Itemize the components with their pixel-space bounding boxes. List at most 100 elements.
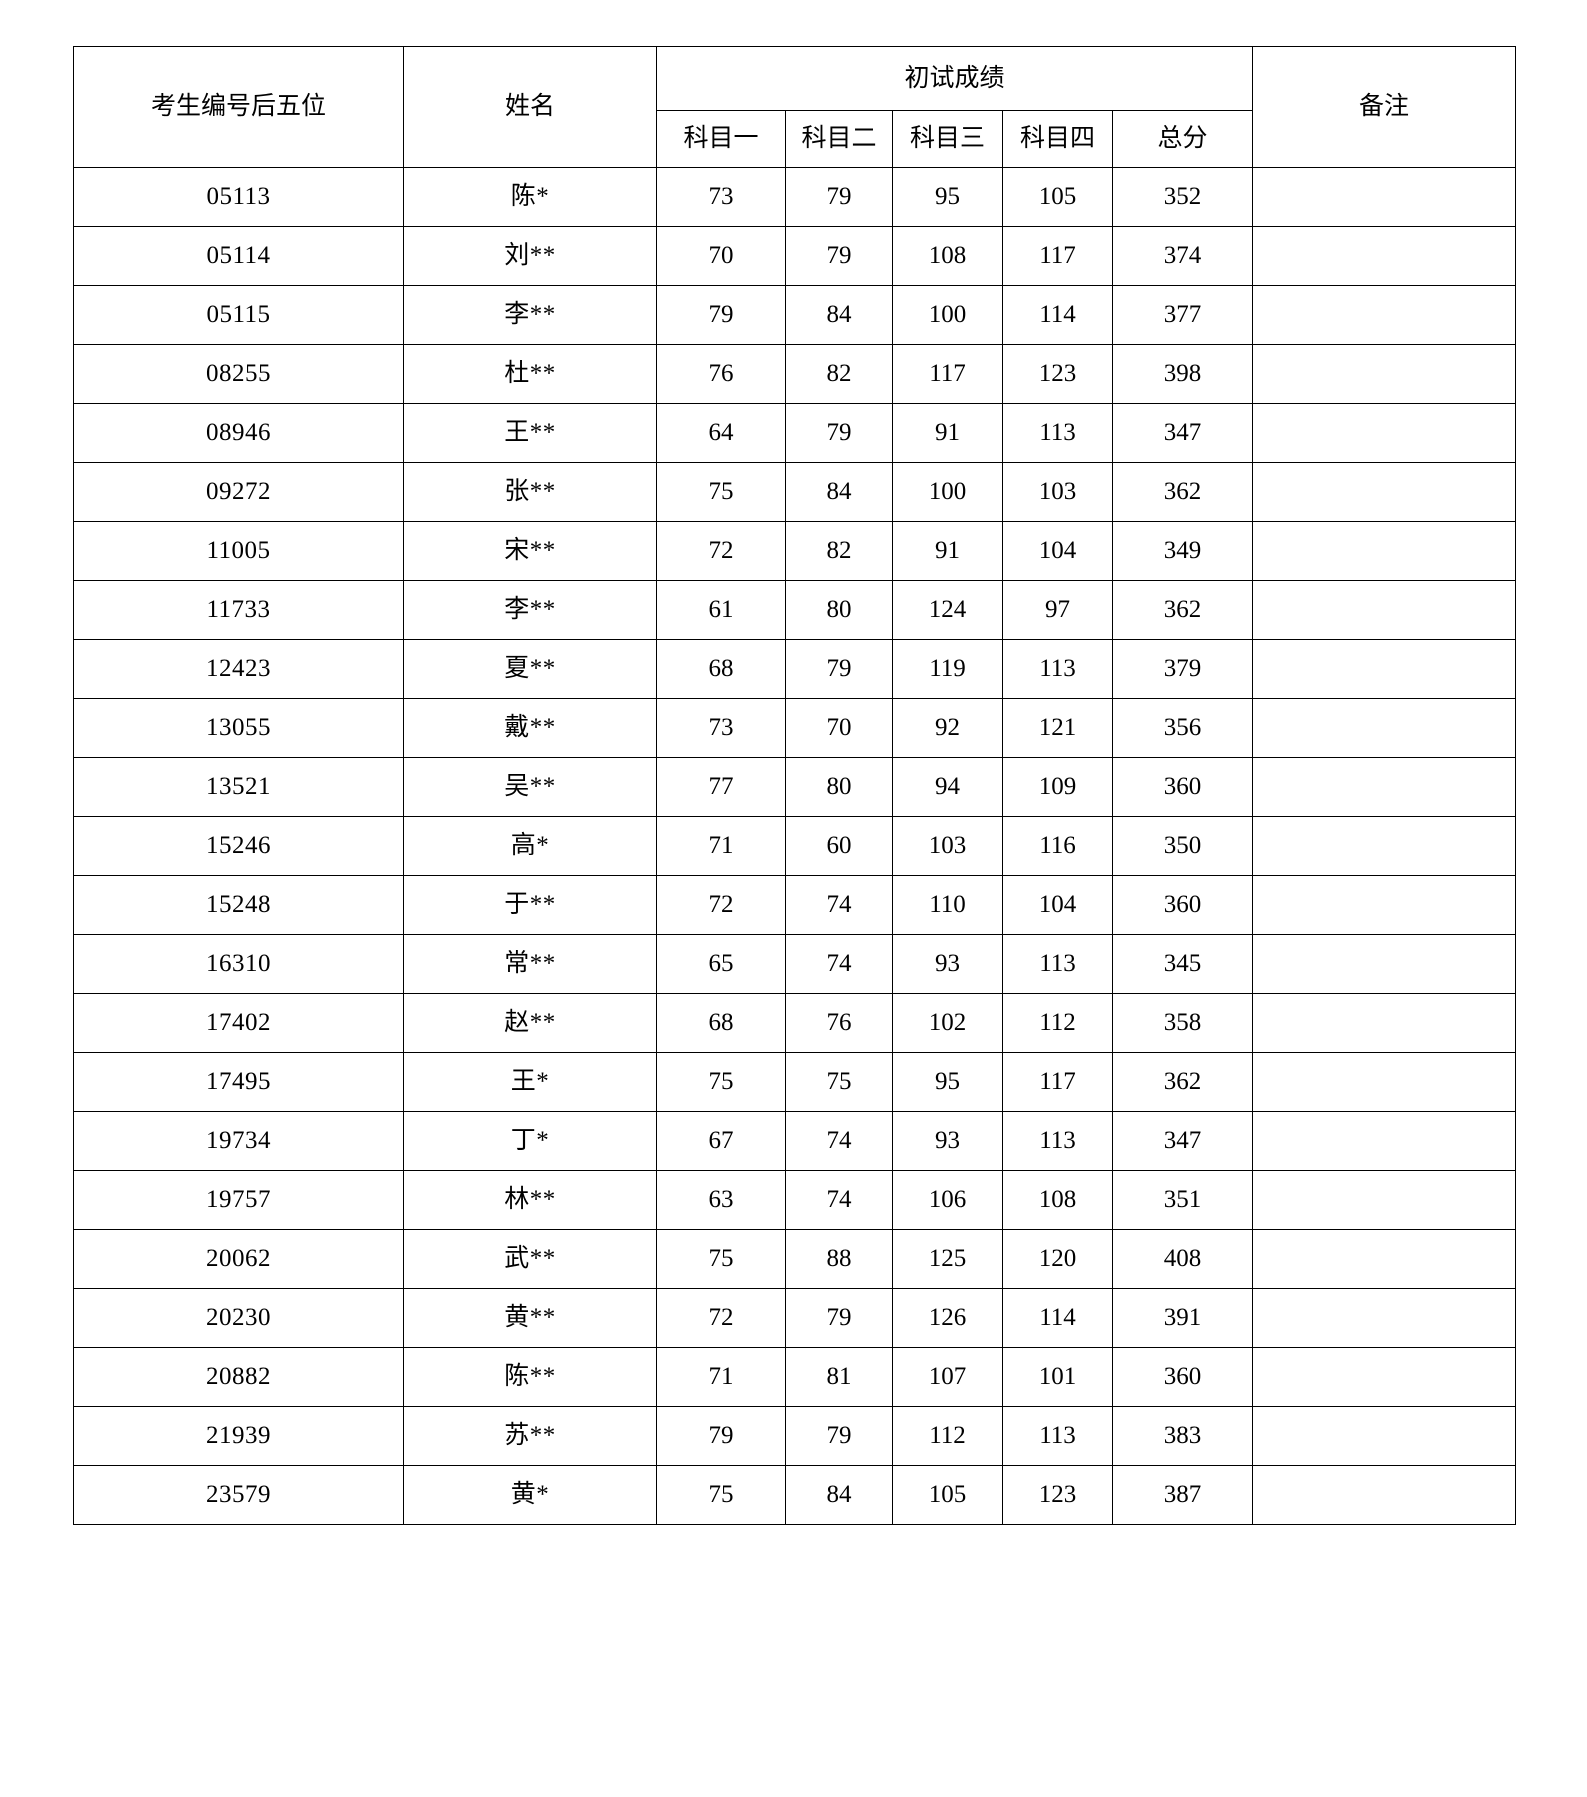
table-row: 19757 林** 63 74 106 108 351 xyxy=(73,1170,1516,1230)
cell-total-score: 347 xyxy=(1112,1111,1253,1171)
cell-subject-3: 100 xyxy=(892,462,1003,522)
cell-subject-1: 72 xyxy=(656,875,786,935)
cell-subject-2: 75 xyxy=(785,1052,893,1112)
header-group-preliminary-score: 初试成绩 xyxy=(656,46,1253,111)
cell-subject-3: 103 xyxy=(892,816,1003,876)
cell-subject-4: 113 xyxy=(1002,1111,1113,1171)
cell-subject-4: 113 xyxy=(1002,1406,1113,1466)
table-row: 13521 吴** 77 80 94 109 360 xyxy=(73,757,1516,817)
cell-subject-4: 109 xyxy=(1002,757,1113,817)
header-subject-1: 科目一 xyxy=(656,110,786,168)
cell-name: 吴** xyxy=(403,757,657,817)
table-row: 08255 杜** 76 82 117 123 398 xyxy=(73,344,1516,404)
cell-candidate-id: 12423 xyxy=(73,639,404,699)
cell-name: 于** xyxy=(403,875,657,935)
cell-candidate-id: 20230 xyxy=(73,1288,404,1348)
table-row: 23579 黄* 75 84 105 123 387 xyxy=(73,1465,1516,1525)
cell-total-score: 362 xyxy=(1112,462,1253,522)
cell-subject-1: 75 xyxy=(656,1052,786,1112)
cell-subject-1: 77 xyxy=(656,757,786,817)
table-row: 21939 苏** 79 79 112 113 383 xyxy=(73,1406,1516,1466)
cell-candidate-id: 16310 xyxy=(73,934,404,994)
cell-subject-4: 117 xyxy=(1002,1052,1113,1112)
cell-subject-4: 113 xyxy=(1002,403,1113,463)
cell-candidate-id: 23579 xyxy=(73,1465,404,1525)
header-subject-2: 科目二 xyxy=(785,110,893,168)
cell-name: 林** xyxy=(403,1170,657,1230)
cell-subject-1: 76 xyxy=(656,344,786,404)
cell-subject-3: 100 xyxy=(892,285,1003,345)
cell-name: 李** xyxy=(403,580,657,640)
cell-subject-1: 61 xyxy=(656,580,786,640)
cell-subject-3: 105 xyxy=(892,1465,1003,1525)
cell-subject-3: 117 xyxy=(892,344,1003,404)
cell-subject-4: 105 xyxy=(1002,167,1113,227)
cell-total-score: 347 xyxy=(1112,403,1253,463)
cell-subject-1: 71 xyxy=(656,1347,786,1407)
table-row: 17402 赵** 68 76 102 112 358 xyxy=(73,993,1516,1053)
cell-subject-2: 79 xyxy=(785,1288,893,1348)
cell-subject-2: 76 xyxy=(785,993,893,1053)
cell-subject-2: 79 xyxy=(785,403,893,463)
cell-remark xyxy=(1252,1111,1516,1171)
cell-name: 王** xyxy=(403,403,657,463)
cell-subject-1: 79 xyxy=(656,1406,786,1466)
cell-total-score: 391 xyxy=(1112,1288,1253,1348)
cell-name: 丁* xyxy=(403,1111,657,1171)
cell-name: 刘** xyxy=(403,226,657,286)
cell-candidate-id: 05114 xyxy=(73,226,404,286)
cell-candidate-id: 08946 xyxy=(73,403,404,463)
cell-remark xyxy=(1252,462,1516,522)
cell-subject-3: 91 xyxy=(892,403,1003,463)
cell-remark xyxy=(1252,993,1516,1053)
table-row: 19734 丁* 67 74 93 113 347 xyxy=(73,1111,1516,1171)
cell-subject-4: 116 xyxy=(1002,816,1113,876)
cell-total-score: 362 xyxy=(1112,1052,1253,1112)
cell-subject-2: 74 xyxy=(785,1111,893,1171)
cell-remark xyxy=(1252,1347,1516,1407)
table-row: 20230 黄** 72 79 126 114 391 xyxy=(73,1288,1516,1348)
header-total-score: 总分 xyxy=(1112,110,1253,168)
cell-subject-3: 92 xyxy=(892,698,1003,758)
cell-subject-3: 108 xyxy=(892,226,1003,286)
cell-subject-1: 72 xyxy=(656,521,786,581)
cell-remark xyxy=(1252,344,1516,404)
cell-subject-3: 126 xyxy=(892,1288,1003,1348)
cell-remark xyxy=(1252,757,1516,817)
cell-subject-4: 117 xyxy=(1002,226,1113,286)
table-row: 05114 刘** 70 79 108 117 374 xyxy=(73,226,1516,286)
cell-total-score: 362 xyxy=(1112,580,1253,640)
cell-subject-4: 112 xyxy=(1002,993,1113,1053)
cell-total-score: 408 xyxy=(1112,1229,1253,1289)
cell-name: 苏** xyxy=(403,1406,657,1466)
table-row: 09272 张** 75 84 100 103 362 xyxy=(73,462,1516,522)
table-row: 05115 李** 79 84 100 114 377 xyxy=(73,285,1516,345)
cell-subject-1: 73 xyxy=(656,167,786,227)
cell-name: 赵** xyxy=(403,993,657,1053)
cell-subject-1: 70 xyxy=(656,226,786,286)
table-header: 考生编号后五位 姓名 初试成绩 备注 科目一 科目二 科目三 科目四 总分 xyxy=(73,46,1516,168)
cell-remark xyxy=(1252,1465,1516,1525)
cell-remark xyxy=(1252,875,1516,935)
cell-remark xyxy=(1252,167,1516,227)
cell-subject-2: 74 xyxy=(785,875,893,935)
cell-subject-3: 125 xyxy=(892,1229,1003,1289)
cell-candidate-id: 21939 xyxy=(73,1406,404,1466)
cell-subject-2: 74 xyxy=(785,1170,893,1230)
cell-remark xyxy=(1252,1229,1516,1289)
cell-name: 黄* xyxy=(403,1465,657,1525)
cell-subject-4: 108 xyxy=(1002,1170,1113,1230)
cell-subject-1: 75 xyxy=(656,462,786,522)
cell-remark xyxy=(1252,1288,1516,1348)
cell-subject-1: 73 xyxy=(656,698,786,758)
table-row: 13055 戴** 73 70 92 121 356 xyxy=(73,698,1516,758)
cell-total-score: 356 xyxy=(1112,698,1253,758)
cell-subject-2: 70 xyxy=(785,698,893,758)
cell-subject-2: 79 xyxy=(785,226,893,286)
cell-remark xyxy=(1252,1406,1516,1466)
cell-subject-1: 72 xyxy=(656,1288,786,1348)
cell-remark xyxy=(1252,580,1516,640)
cell-subject-2: 79 xyxy=(785,167,893,227)
cell-candidate-id: 19757 xyxy=(73,1170,404,1230)
